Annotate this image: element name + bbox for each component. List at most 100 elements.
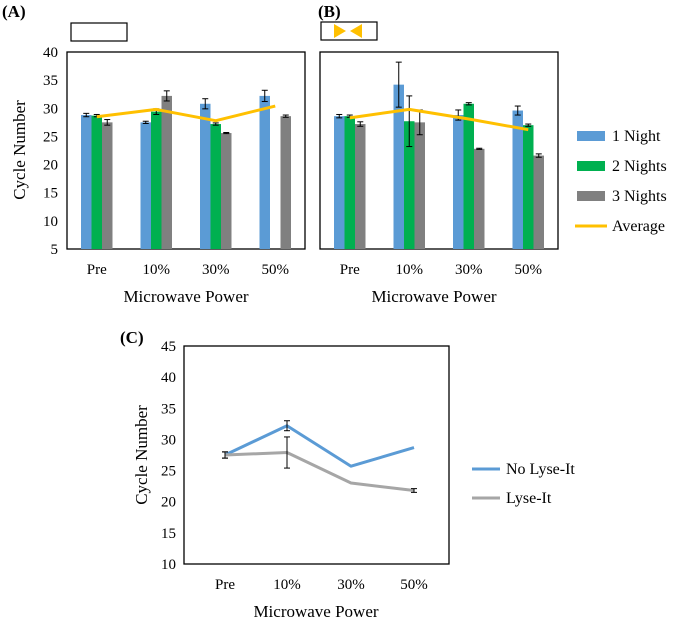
panel-a-bar-0-3 bbox=[259, 95, 270, 249]
panel-a-bar-2-2 bbox=[221, 133, 232, 249]
panel-a-marker-box bbox=[70, 22, 128, 42]
panel-a-label: (A) bbox=[2, 2, 26, 21]
panel-b-bar-1-0 bbox=[344, 116, 355, 249]
panel-b-frame bbox=[319, 51, 559, 250]
left-triangle-marker-icon bbox=[350, 24, 362, 38]
panel-a-errorbar-1-2 bbox=[212, 122, 219, 126]
panel-b-errorbar-2-2 bbox=[476, 147, 483, 150]
top-legend-item-0: 1 Night bbox=[577, 128, 661, 145]
panel-b-bar-2-3 bbox=[533, 155, 544, 249]
panel-c-y-tick-2: 20 bbox=[161, 495, 176, 511]
panel-a-y-tick-1: 10 bbox=[43, 214, 58, 230]
panel-b-errorbar-0-0 bbox=[336, 113, 343, 119]
panel-c-x-tick-0: Pre bbox=[215, 577, 235, 593]
panel-b-x-tick-3: 50% bbox=[515, 262, 543, 278]
panel-b-bar-2-0 bbox=[355, 124, 366, 249]
panel-b-errorbar-1-2 bbox=[465, 102, 472, 106]
panel-a-errorbar-2-0 bbox=[104, 119, 111, 126]
panel-c-y-tick-1: 15 bbox=[161, 526, 176, 542]
top-legend-label-0: 1 Night bbox=[612, 128, 661, 145]
panel-a-bar-1-1 bbox=[151, 111, 162, 249]
panel-a-bar-1-0 bbox=[91, 115, 102, 249]
panel-b-errorbar-1-3 bbox=[525, 123, 532, 127]
panel-c-line-1 bbox=[224, 451, 415, 492]
panel-b-bar-0-2 bbox=[453, 115, 464, 249]
top-legend-label-3: Average bbox=[612, 218, 665, 235]
panel-a-x-ticks: Pre 10% 30% 50% bbox=[87, 262, 289, 278]
panel-c-plot bbox=[222, 420, 417, 493]
panel-a-x-tick-0: Pre bbox=[87, 262, 107, 278]
panel-a-y-tick-0: 5 bbox=[51, 242, 59, 258]
panel-b-errorbar-2-3 bbox=[535, 153, 542, 158]
panel-a-x-tick-2: 30% bbox=[202, 262, 230, 278]
panel-c-errorbar-1-1 bbox=[284, 436, 290, 469]
panel-b-bar-2-2 bbox=[474, 148, 485, 249]
panel-c-legend-item-0: No Lyse-It bbox=[472, 461, 575, 478]
panel-b-marker-box bbox=[320, 21, 378, 41]
panel-a-bar-2-3 bbox=[280, 116, 291, 249]
top-legend-label-2: 3 Nights bbox=[612, 188, 667, 205]
panel-b-bar-0-1 bbox=[393, 84, 404, 249]
panel-a-bar-0-1 bbox=[140, 122, 151, 249]
panel-b-errorbar-1-1 bbox=[406, 95, 413, 148]
panel-a-errorbar-0-3 bbox=[261, 89, 268, 103]
top-legend-item-2: 3 Nights bbox=[577, 188, 667, 205]
panel-b-bar-2-1 bbox=[414, 122, 425, 249]
panel-c-y-tick-4: 30 bbox=[161, 432, 176, 448]
panel-a-bar-1-2 bbox=[210, 124, 221, 249]
panel-b-errorbar-0-1 bbox=[395, 61, 402, 108]
panel-c-x-tick-2: 30% bbox=[337, 577, 365, 593]
panel-c-y-title: Cycle Number bbox=[132, 405, 151, 505]
right-triangle-marker-icon bbox=[334, 24, 346, 38]
panel-c-y-tick-0: 10 bbox=[161, 557, 176, 573]
panel-b-x-tick-2: 30% bbox=[455, 262, 483, 278]
panel-a-bar-2-0 bbox=[102, 122, 113, 249]
top-legend-item-1: 2 Nights bbox=[577, 158, 667, 175]
top-legend-swatch-1 bbox=[577, 161, 605, 171]
panel-a-frame bbox=[66, 51, 306, 250]
panel-c-y-tick-6: 40 bbox=[161, 370, 176, 386]
panel-c-legend: No Lyse-It Lyse-It bbox=[472, 461, 575, 507]
panel-c-x-title: Microwave Power bbox=[253, 602, 378, 621]
panel-c-errorbar-1-0 bbox=[222, 451, 228, 459]
panel-c-y-tick-5: 35 bbox=[161, 401, 176, 417]
panel-a-bar-0-0 bbox=[81, 115, 92, 249]
panel-c-errorbar-0-1 bbox=[284, 420, 290, 432]
panel-a-average-line bbox=[96, 104, 276, 123]
panel-c-y-ticks: 10 15 20 25 30 35 40 45 bbox=[161, 339, 176, 573]
panel-b-bar-1-3 bbox=[523, 125, 534, 249]
panel-b-x-ticks: Pre 10% 30% 50% bbox=[340, 262, 542, 278]
panel-b-label: (B) bbox=[318, 2, 341, 21]
panel-b-errorbar-0-3 bbox=[514, 105, 521, 116]
panel-a-y-ticks: 5 10 15 20 25 30 35 40 bbox=[43, 45, 58, 258]
panel-b-bar-1-2 bbox=[463, 103, 474, 249]
panel-a-x-tick-1: 10% bbox=[143, 262, 171, 278]
panel-a-errorbar-0-0 bbox=[83, 112, 90, 118]
panel-b-average-line bbox=[349, 107, 529, 132]
panel-b-bar-0-3 bbox=[512, 110, 523, 249]
panel-c-x-ticks: Pre 10% 30% 50% bbox=[215, 577, 428, 593]
panel-a-errorbar-2-3 bbox=[282, 114, 289, 118]
panel-b-plot bbox=[334, 61, 544, 249]
panel-a-plot bbox=[81, 89, 291, 249]
panel-c-y-tick-3: 25 bbox=[161, 464, 176, 480]
panel-b-errorbar-2-0 bbox=[357, 121, 364, 127]
panel-a-y-tick-3: 20 bbox=[43, 158, 58, 174]
panel-c-errorbar-1-3 bbox=[411, 488, 417, 493]
top-legend-label-1: 2 Nights bbox=[612, 158, 667, 175]
top-legend-item-3: Average bbox=[575, 218, 665, 235]
panel-b-bar-1-1 bbox=[404, 121, 415, 249]
panel-c-y-tick-7: 45 bbox=[161, 339, 176, 355]
panel-a-errorbar-2-2 bbox=[223, 131, 230, 135]
panel-a-errorbar-0-1 bbox=[142, 120, 149, 124]
top-legend-swatch-0 bbox=[577, 131, 605, 141]
panel-b-bar-0-0 bbox=[334, 116, 345, 249]
panel-c-legend-item-1: Lyse-It bbox=[472, 490, 552, 507]
panel-a-y-tick-2: 15 bbox=[43, 186, 58, 202]
panel-c-legend-label-1: Lyse-It bbox=[506, 490, 552, 507]
panel-a-bar-2-1 bbox=[161, 95, 172, 249]
panel-c-label: (C) bbox=[120, 328, 144, 347]
panel-c-x-tick-1: 10% bbox=[273, 577, 301, 593]
panel-c-line-0 bbox=[224, 424, 415, 468]
